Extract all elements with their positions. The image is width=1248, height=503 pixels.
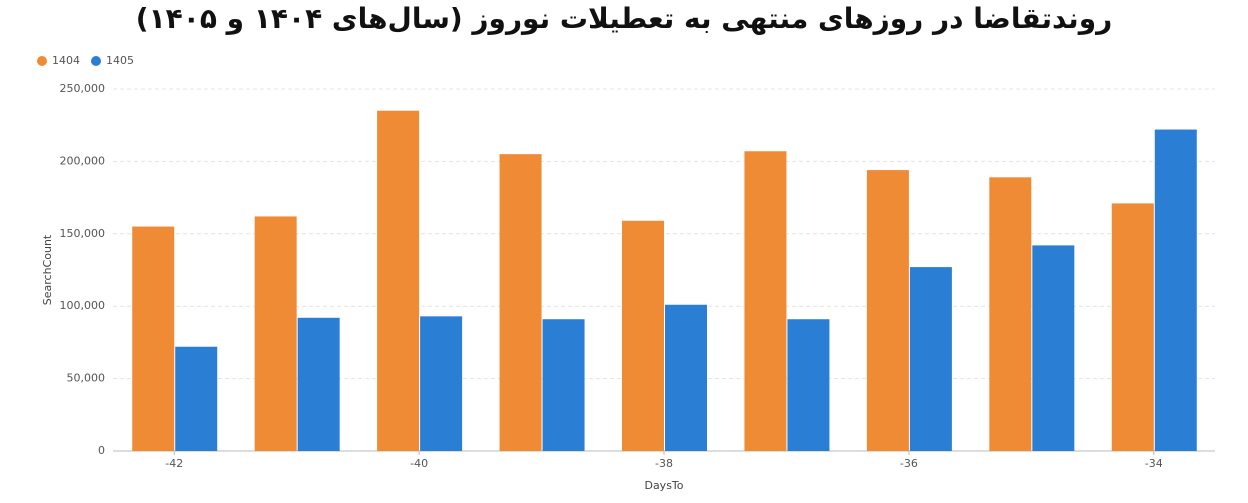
bar [622, 220, 664, 451]
bar [1111, 203, 1154, 451]
legend-marker [91, 56, 101, 66]
bar [787, 319, 830, 451]
legend-label: 1404 [52, 54, 80, 67]
bar [499, 154, 542, 451]
bar [132, 226, 175, 451]
y-tick-label: 50,000 [67, 372, 106, 385]
bar [297, 317, 340, 451]
y-tick-label: 100,000 [60, 299, 106, 312]
x-tick-label: -36 [900, 457, 918, 470]
x-axis-title: DaysTo [644, 479, 683, 492]
y-tick-label: 150,000 [60, 227, 106, 240]
bar [542, 319, 585, 451]
x-tick-label: -40 [410, 457, 428, 470]
x-tick-label: -42 [165, 457, 183, 470]
legend-label: 1405 [106, 54, 134, 67]
legend-marker [37, 56, 47, 66]
bar [1032, 245, 1075, 451]
bar [909, 267, 952, 451]
bar [175, 346, 218, 451]
bar [254, 216, 297, 451]
bar [989, 177, 1032, 451]
y-tick-label: 250,000 [60, 82, 106, 95]
y-tick-label: 200,000 [60, 154, 106, 167]
bar [665, 304, 707, 451]
x-tick-label: -38 [655, 457, 673, 470]
y-tick-label: 0 [98, 444, 105, 457]
bar [744, 151, 787, 451]
bar [1154, 129, 1197, 451]
chart-title: روندتقاضا در روزهای منتهی به تعطیلات نور… [136, 2, 1112, 35]
x-tick-label: -34 [1145, 457, 1163, 470]
bar [866, 170, 909, 451]
y-axis-title: SearchCount [41, 234, 54, 305]
bar [420, 316, 463, 451]
bar [377, 110, 420, 451]
